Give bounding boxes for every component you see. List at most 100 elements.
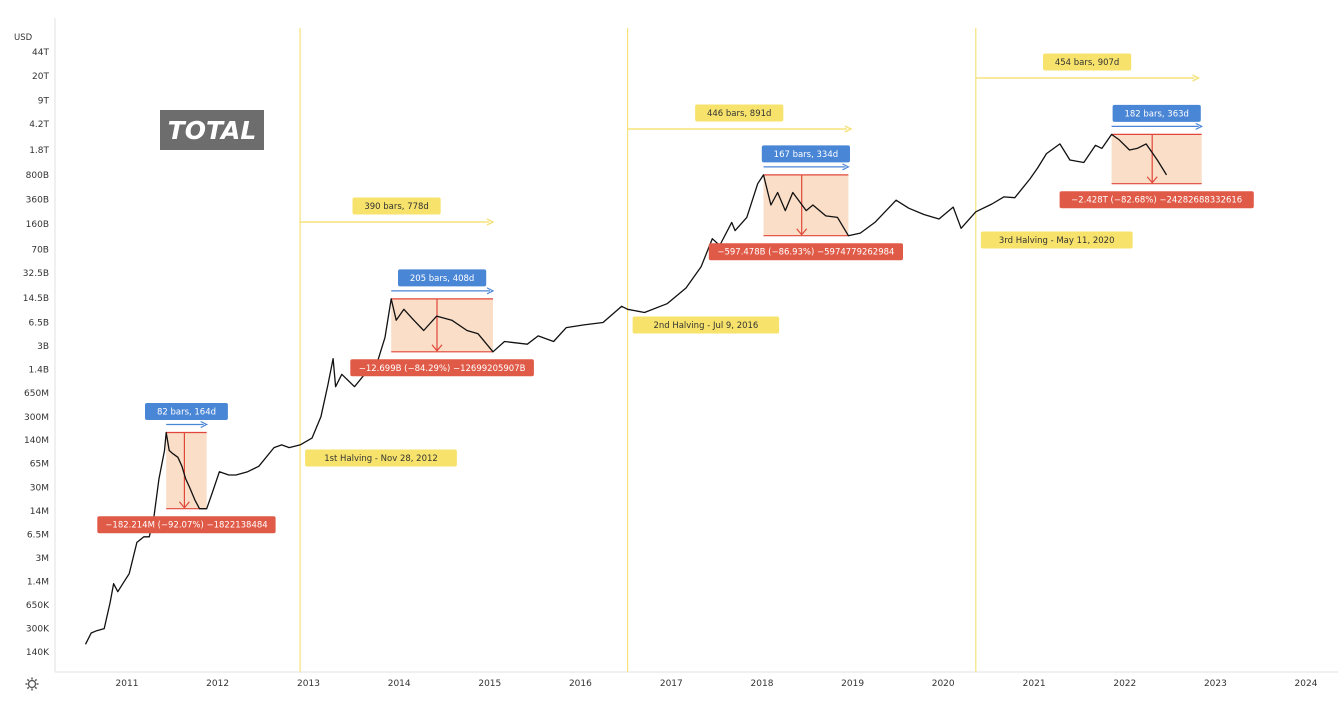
y-tick-label: 300K xyxy=(26,625,50,635)
change-label: −12.699B (−84.29%) −12699205907B xyxy=(350,359,534,377)
x-tick-label: 2020 xyxy=(932,679,955,689)
x-axis: 2011 2012 2013 2014 2015 2016 2017 2018 2019 2020… xyxy=(116,679,1318,689)
halving-label: 1st Halving - Nov 28, 2012 xyxy=(305,449,457,467)
y-tick-label: 30M xyxy=(30,483,49,493)
gear-tooth xyxy=(34,678,38,682)
cycle-range-arrow xyxy=(486,218,495,226)
y-tick-label: 160B xyxy=(26,220,49,230)
x-tick-label: 2022 xyxy=(1113,679,1136,689)
y-tick-label: 650M xyxy=(24,389,49,399)
duration-label-bg xyxy=(761,145,850,163)
gear-icon[interactable] xyxy=(25,677,39,691)
change-label: −182.214M (−92.07%) −1822138484 xyxy=(97,516,276,534)
halving-label-text: 1st Halving - Nov 28, 2012 xyxy=(324,454,438,464)
gear-tooth xyxy=(34,686,38,690)
change-label-text: −597.478B (−86.93%) −5974779262984 xyxy=(717,248,894,258)
cycle-range-label-bg xyxy=(352,197,441,215)
halving-lines xyxy=(299,28,977,672)
halving-label-bg xyxy=(305,449,457,467)
duration-label: 205 bars, 408d xyxy=(398,269,487,287)
halving-label: 3rd Halving - May 11, 2020 xyxy=(980,231,1133,249)
y-tick-label: 1.8T xyxy=(29,146,49,156)
chart-frame xyxy=(54,18,1338,673)
x-tick-label: 2019 xyxy=(841,679,864,689)
duration-label-bg xyxy=(145,403,228,420)
cycle-range-label-text: 390 bars, 778d xyxy=(364,202,428,212)
halving-label-bg xyxy=(632,316,780,334)
y-tick-label: 4.2T xyxy=(29,120,49,130)
x-tick-label: 2016 xyxy=(569,679,592,689)
drawdown-arrow-head xyxy=(178,501,190,509)
duration-arrow xyxy=(200,420,209,429)
duration-arrow xyxy=(842,163,850,171)
x-tick-label: 2017 xyxy=(660,679,683,689)
y-tick-label: 140M xyxy=(24,436,49,446)
change-label-text: −12.699B (−84.29%) −12699205907B xyxy=(359,364,526,374)
change-label-bg xyxy=(350,359,534,377)
cycle-range-label: 454 bars, 907d xyxy=(1043,53,1132,71)
change-label-text: −2.428T (−82.68%) −2428268833261​6 xyxy=(1071,196,1242,206)
annotation-labels: 390 bars, 778d 446 bars, 891d 454 bars, 90… xyxy=(97,53,1254,534)
change-label-bg xyxy=(708,243,903,261)
y-tick-label: 6.5B xyxy=(29,319,50,329)
gear-tooth xyxy=(26,686,30,690)
halving-label-text: 2nd Halving - Jul 9, 2016 xyxy=(653,321,758,331)
y-tick-label: 1.4M xyxy=(27,577,49,587)
y-tick-label: 360B xyxy=(26,195,49,205)
duration-arrow xyxy=(486,287,495,295)
y-tick-label: 70B xyxy=(31,246,49,256)
gear-tooth xyxy=(26,678,30,682)
drawdown-arrow-head xyxy=(431,344,443,352)
y-tick-label: 3B xyxy=(37,342,49,352)
cycle-range-label-bg xyxy=(1043,53,1132,71)
y-tick-label: 800B xyxy=(26,171,49,181)
drawdown-boxes xyxy=(166,122,1204,510)
y-tick-label: 9T xyxy=(38,97,50,107)
duration-label-text: 205 bars, 408d xyxy=(410,274,474,284)
halving-label-text: 3rd Halving - May 11, 2020 xyxy=(999,236,1115,246)
x-tick-label: 2021 xyxy=(1023,679,1046,689)
y-tick-label: 1.4B xyxy=(29,366,50,376)
cycle-range-arrow xyxy=(844,125,853,133)
drawdown-arrow-head xyxy=(1146,176,1158,184)
duration-label-text: 167 bars, 334d xyxy=(774,150,838,160)
gear-center xyxy=(27,679,37,689)
duration-label: 167 bars, 334d xyxy=(761,145,850,163)
duration-label-text: 82 bars, 164d xyxy=(157,408,216,418)
change-label-bg xyxy=(97,516,276,534)
y-tick-label: 140K xyxy=(26,648,50,658)
x-tick-label: 2023 xyxy=(1204,679,1227,689)
halving-label-bg xyxy=(980,231,1133,249)
chart-title-box: TOTAL xyxy=(160,110,264,150)
duration-label: 182 bars, 363d xyxy=(1112,104,1201,122)
change-label-bg xyxy=(1059,191,1254,209)
change-label-text: −182.214M (−92.07%) −1822138484 xyxy=(105,521,267,531)
x-tick-label: 2014 xyxy=(388,679,411,689)
duration-label-bg xyxy=(398,269,487,287)
y-tick-label: 20T xyxy=(32,72,49,82)
halving-label: 2nd Halving - Jul 9, 2016 xyxy=(632,316,780,334)
y-tick-label: 44T xyxy=(32,48,49,58)
x-tick-label: 2013 xyxy=(297,679,320,689)
cycle-range-label-bg xyxy=(695,104,784,122)
cycle-range-arrow xyxy=(1192,74,1201,82)
drawdown-arrow-head xyxy=(796,228,808,236)
x-tick-label: 2015 xyxy=(478,679,501,689)
x-tick-label: 2012 xyxy=(206,679,229,689)
duration-label-text: 182 bars, 363d xyxy=(1124,109,1188,119)
cycle-ranges xyxy=(300,74,1201,226)
y-tick-label: 6.5M xyxy=(27,530,49,540)
duration-arrow xyxy=(1195,122,1204,130)
cycle-range-label-text: 446 bars, 891d xyxy=(707,109,771,119)
x-tick-label: 2011 xyxy=(116,679,139,689)
price-line xyxy=(84,133,1168,645)
change-label: −2.428T (−82.68%) −2428268833261​6 xyxy=(1059,191,1254,209)
drawdown-box xyxy=(166,432,207,509)
duration-label: 82 bars, 164d xyxy=(145,403,228,420)
y-axis: 140K 300K 650K 1.4M 3M 6.5M 14M 30M 65M 140M 300M 6… xyxy=(23,48,50,658)
y-tick-label: 14M xyxy=(30,507,49,517)
cycle-range-label: 390 bars, 778d xyxy=(352,197,441,215)
y-tick-label: 650K xyxy=(26,601,50,611)
y-tick-label: 32.5B xyxy=(23,269,49,279)
